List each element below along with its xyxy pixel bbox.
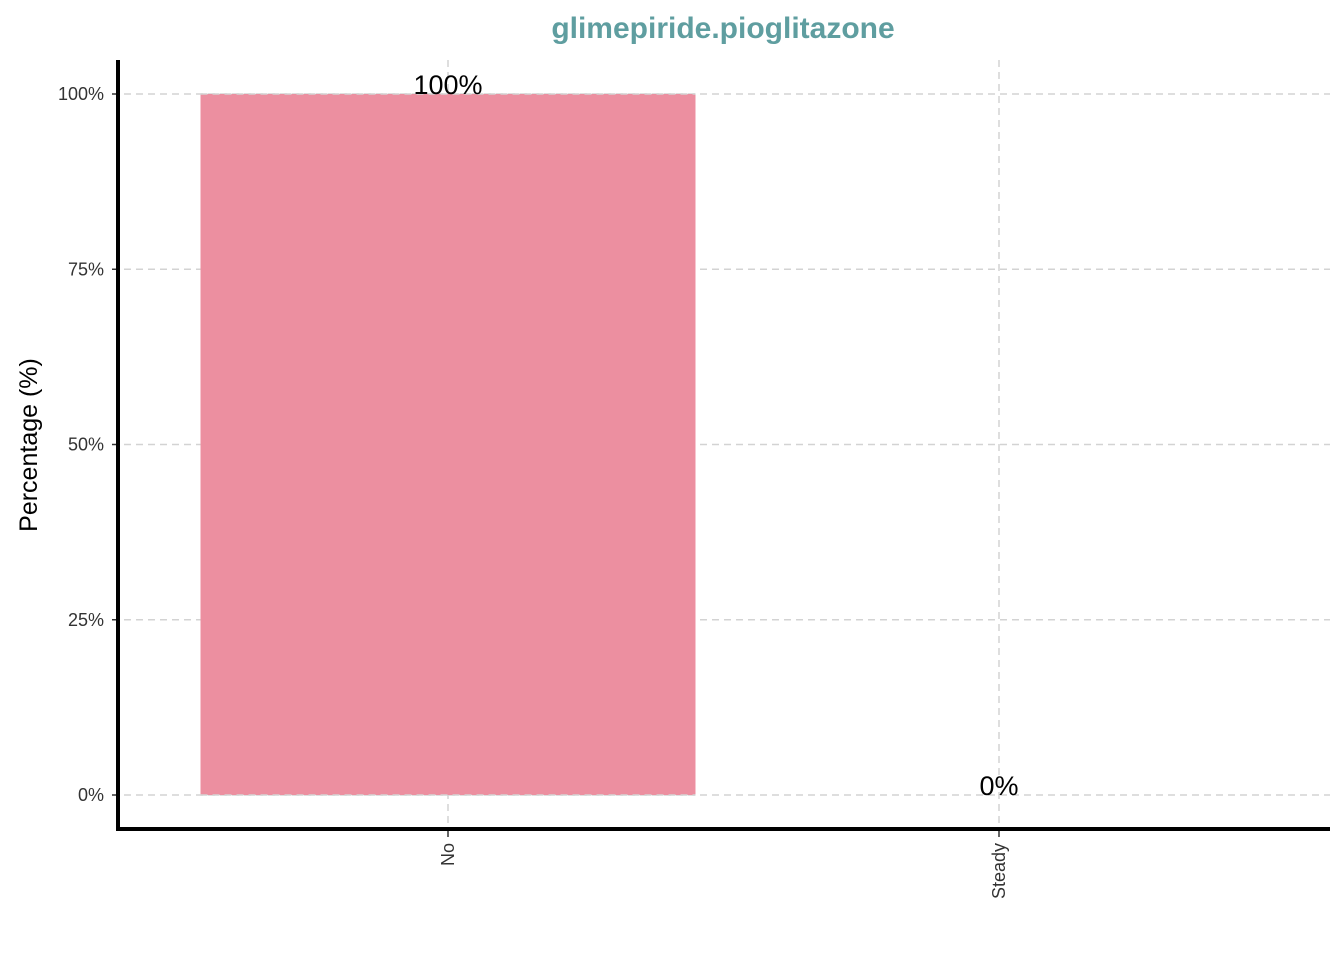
x-tick-label: Steady xyxy=(989,843,1009,899)
y-tick-label: 75% xyxy=(68,259,104,279)
axes: 0% 25% 50% 75% 100% No Steady xyxy=(58,60,1330,899)
data-labels: 100% 0% xyxy=(413,70,1018,801)
y-axis-label: Percentage (%) xyxy=(15,358,43,532)
y-tick-label: 100% xyxy=(58,84,104,104)
data-label: 0% xyxy=(979,771,1018,801)
y-tick-label: 50% xyxy=(68,435,104,455)
x-tick-label: No xyxy=(438,843,458,866)
y-tick-label: 0% xyxy=(78,785,104,805)
data-label: 100% xyxy=(413,70,482,100)
bars xyxy=(200,93,696,796)
chart-title: glimepiride.pioglitazone xyxy=(551,12,894,45)
bar-no xyxy=(200,94,696,795)
y-tick-label: 25% xyxy=(68,610,104,630)
